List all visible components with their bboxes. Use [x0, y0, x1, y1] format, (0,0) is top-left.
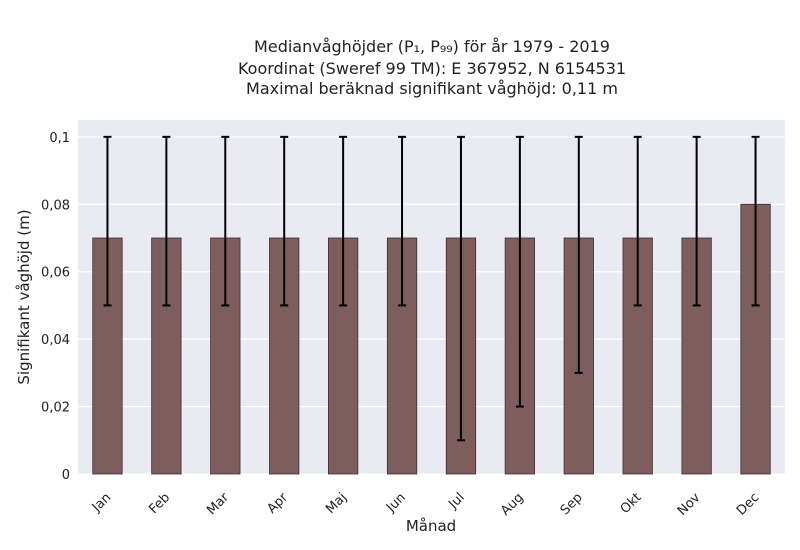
- error-bar-jul: [456, 135, 465, 442]
- y-tick-label: 0,02: [41, 401, 70, 416]
- error-bar-feb: [162, 135, 171, 307]
- x-tick-label: Okt: [618, 490, 645, 517]
- error-bar-nov: [692, 135, 701, 307]
- error-bar-jan: [103, 135, 112, 307]
- error-bar-mar: [221, 135, 230, 307]
- error-bar-okt: [633, 135, 642, 307]
- error-bar-maj: [339, 135, 348, 307]
- error-bar-jun: [398, 135, 407, 307]
- x-tick-label: Maj: [323, 490, 350, 517]
- x-tick-label: Dec: [734, 490, 762, 518]
- error-bar-apr: [280, 135, 289, 307]
- y-tick-label: 0,04: [41, 333, 70, 348]
- error-bars: [103, 135, 760, 442]
- x-tick-label: Nov: [675, 490, 704, 519]
- x-axis-label: Månad: [406, 517, 456, 535]
- chart-title-line-2: Koordinat (Sweref 99 TM): E 367952, N 61…: [238, 59, 626, 78]
- error-bar-sep: [574, 135, 583, 374]
- x-axis-ticks: Jan Feb Mar Apr Maj Jun Jul Aug Sep Okt Nov Dec: [89, 490, 763, 519]
- chart-title-line-3: Maximal beräknad signifikant våghöjd: 0,…: [246, 79, 618, 98]
- x-tick-label: Jul: [445, 490, 467, 512]
- x-tick-label: Jun: [383, 490, 409, 516]
- x-tick-label: Feb: [146, 490, 173, 517]
- chart-title-line-1: Medianvåghöjder (P₁, P₉₉) för år 1979 - …: [254, 37, 610, 56]
- x-tick-label: Aug: [498, 490, 527, 519]
- y-tick-label: 0,1: [49, 131, 70, 146]
- x-tick-label: Jan: [89, 490, 114, 515]
- x-tick-label: Sep: [558, 490, 586, 518]
- grid: [78, 136, 785, 475]
- error-bar-aug: [515, 135, 524, 408]
- y-axis-ticks: 0 0,02 0,04 0,06 0,08 0,1: [41, 131, 70, 483]
- y-tick-label: 0,06: [41, 266, 70, 281]
- y-tick-label: 0,08: [41, 198, 70, 213]
- x-tick-label: Mar: [204, 490, 232, 518]
- error-bar-dec: [751, 135, 760, 307]
- y-axis-label: Signifikant våghöjd (m): [15, 209, 33, 384]
- y-tick-label: 0: [62, 468, 70, 483]
- x-tick-label: Apr: [265, 490, 292, 517]
- plot-area: [78, 120, 785, 474]
